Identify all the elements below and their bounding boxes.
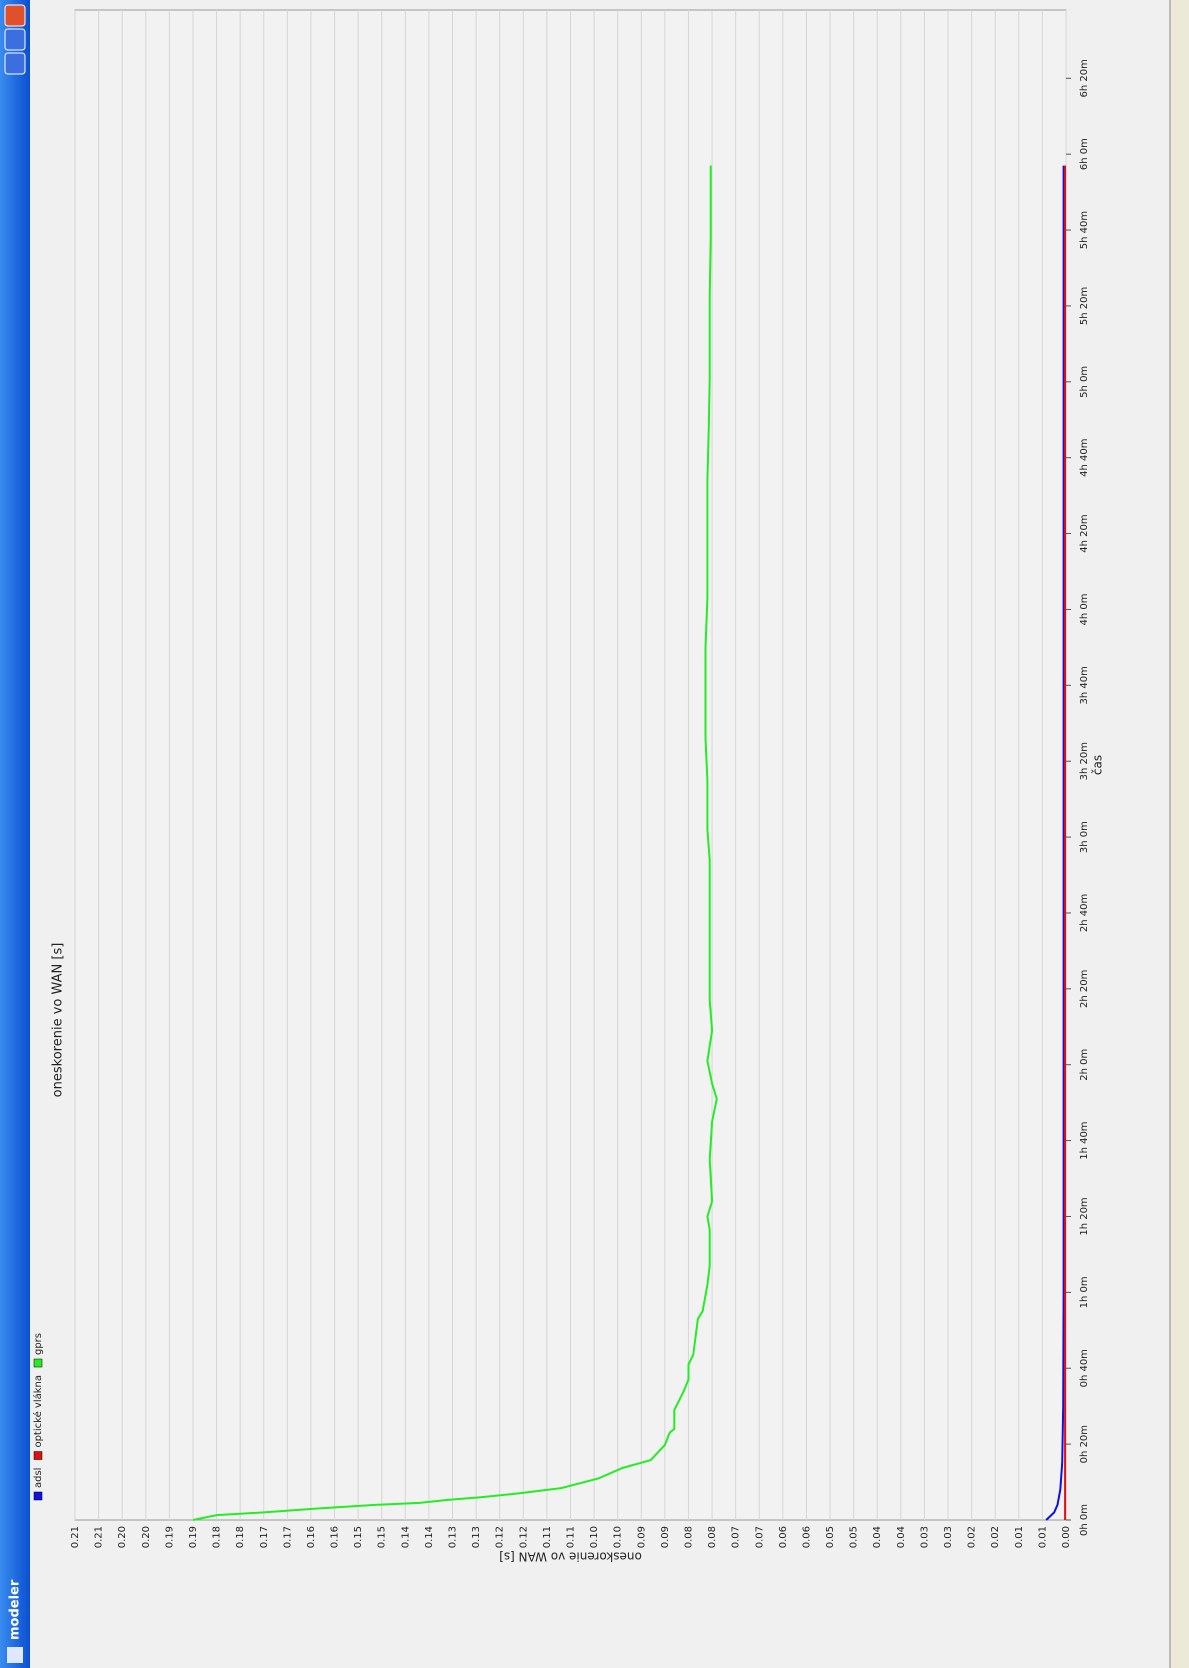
y-tick-label: 0.09 — [636, 1526, 647, 1548]
y-tick-label: 0.07 — [731, 1526, 742, 1548]
y-tick-label: 0.15 — [353, 1526, 364, 1548]
window-title: modeler — [8, 1579, 23, 1640]
y-tick-label: 0.13 — [448, 1526, 459, 1548]
x-tick-label: 6h 0m — [1079, 138, 1090, 170]
x-tick-label: 5h 40m — [1079, 211, 1090, 249]
y-tick-label: 0.19 — [164, 1526, 175, 1548]
y-tick-label: 0.11 — [542, 1526, 553, 1548]
app-icon — [7, 1647, 23, 1663]
x-axis-label: čas — [1091, 755, 1105, 775]
x-tick-label: 5h 0m — [1079, 366, 1090, 398]
x-tick-label: 3h 20m — [1079, 742, 1090, 780]
x-tick-label: 5h 20m — [1079, 287, 1090, 325]
x-tick-label: 2h 20m — [1079, 970, 1090, 1008]
y-tick-label: 0.04 — [872, 1526, 883, 1548]
y-tick-label: 0.03 — [943, 1526, 954, 1548]
x-tick-label: 2h 40m — [1079, 894, 1090, 932]
y-tick-label: 0.18 — [235, 1526, 246, 1548]
y-tick-label: 0.03 — [919, 1526, 930, 1548]
y-tick-label: 0.20 — [117, 1526, 128, 1548]
legend-swatch — [33, 1358, 43, 1368]
minimize-button[interactable] — [4, 52, 26, 75]
x-tick-label: 0h 0m — [1079, 1504, 1090, 1536]
y-tick-label: 0.08 — [683, 1526, 694, 1548]
x-tick-label: 1h 40m — [1079, 1121, 1090, 1159]
legend-label: gprs — [33, 1333, 44, 1355]
y-tick-label: 0.06 — [801, 1526, 812, 1548]
y-tick-label: 0.16 — [330, 1526, 341, 1548]
x-tick-label: 4h 40m — [1079, 439, 1090, 477]
y-tick-label: 0.21 — [70, 1526, 81, 1548]
y-tick-label: 0.01 — [1037, 1526, 1048, 1548]
legend-swatch — [33, 1491, 43, 1501]
x-tick-label: 1h 20m — [1079, 1197, 1090, 1235]
y-tick-label: 0.17 — [259, 1526, 270, 1548]
y-tick-label: 0.04 — [896, 1526, 907, 1548]
legend-label: adsl — [33, 1468, 44, 1488]
y-tick-label: 0.18 — [212, 1526, 223, 1548]
y-tick-label: 0.21 — [94, 1526, 105, 1548]
y-tick-label: 0.20 — [141, 1526, 152, 1548]
series-line — [1045, 165, 1065, 1521]
y-tick-label: 0.19 — [188, 1526, 199, 1548]
y-tick-label: 0.14 — [424, 1526, 435, 1548]
y-tick-label: 0.02 — [990, 1526, 1001, 1548]
title-bar — [0, 0, 30, 1668]
y-tick-label: 0.07 — [754, 1526, 765, 1548]
y-axis-label: oneskorenie vo WAN [s] — [499, 1550, 642, 1564]
x-tick-label: 0h 20m — [1079, 1425, 1090, 1463]
y-tick-label: 0.08 — [707, 1526, 718, 1548]
legend-label: optické vlákna — [32, 1375, 44, 1448]
x-tick-label: 3h 40m — [1079, 666, 1090, 704]
y-tick-label: 0.12 — [518, 1526, 529, 1548]
y-tick-label: 0.15 — [377, 1526, 388, 1548]
x-tick-label: 1h 0m — [1079, 1276, 1090, 1308]
y-tick-label: 0.05 — [825, 1526, 836, 1548]
y-tick-label: 0.13 — [471, 1526, 482, 1548]
y-tick-label: 0.10 — [589, 1526, 600, 1548]
chart-title: oneskorenie vo WAN [s] — [51, 943, 66, 1098]
x-tick-label: 2h 0m — [1079, 1049, 1090, 1081]
y-tick-label: 0.12 — [495, 1526, 506, 1548]
y-tick-label: 0.09 — [660, 1526, 671, 1548]
y-tick-label: 0.17 — [282, 1526, 293, 1548]
close-button[interactable] — [4, 4, 26, 27]
x-tick-label: 0h 40m — [1079, 1349, 1090, 1387]
y-tick-label: 0.06 — [778, 1526, 789, 1548]
y-tick-label: 0.14 — [400, 1526, 411, 1548]
y-tick-label: 0.00 — [1061, 1526, 1072, 1548]
y-tick-label: 0.01 — [1014, 1526, 1025, 1548]
y-tick-label: 0.16 — [306, 1526, 317, 1548]
x-tick-label: 3h 0m — [1079, 821, 1090, 853]
y-tick-label: 0.10 — [613, 1526, 624, 1548]
x-tick-label: 6h 20m — [1079, 59, 1090, 97]
x-tick-label: 4h 0m — [1079, 593, 1090, 625]
y-tick-label: 0.02 — [967, 1526, 978, 1548]
y-tick-label: 0.11 — [566, 1526, 577, 1548]
restore-button[interactable] — [4, 28, 26, 51]
legend-swatch — [33, 1451, 43, 1460]
x-tick-label: 4h 20m — [1079, 514, 1090, 552]
y-tick-label: 0.05 — [849, 1526, 860, 1548]
series-line — [192, 165, 718, 1521]
